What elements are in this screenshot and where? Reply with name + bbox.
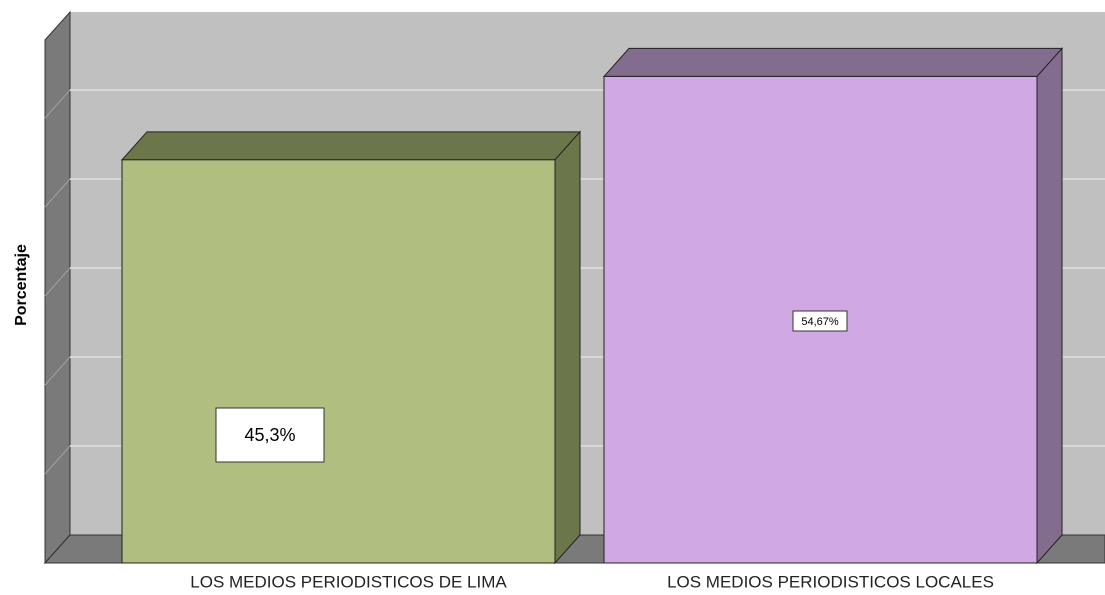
bar-side [554, 130, 581, 565]
bar-top [602, 47, 1064, 77]
bar-side [1036, 47, 1063, 565]
value-label: 45,3% [244, 425, 295, 445]
value-label-box [792, 310, 848, 332]
grid-line-side [44, 267, 71, 297]
x-tick-label: LOS MEDIOS PERIODISTICOS DE LIMA [190, 572, 507, 591]
value-label-box [215, 407, 325, 463]
bar [120, 130, 582, 565]
x-tick-label: LOS MEDIOS PERIODISTICOS LOCALES [667, 572, 994, 591]
bar-top [120, 131, 582, 161]
grid-line-side [44, 356, 71, 386]
y-axis-label: Porcentaje [13, 244, 30, 326]
grid-line-side [44, 178, 71, 208]
grid-line-side [44, 445, 71, 475]
bar-front [121, 159, 556, 564]
grid-line-side [44, 89, 71, 119]
value-label: 54,67% [801, 316, 839, 328]
bar [602, 47, 1064, 565]
